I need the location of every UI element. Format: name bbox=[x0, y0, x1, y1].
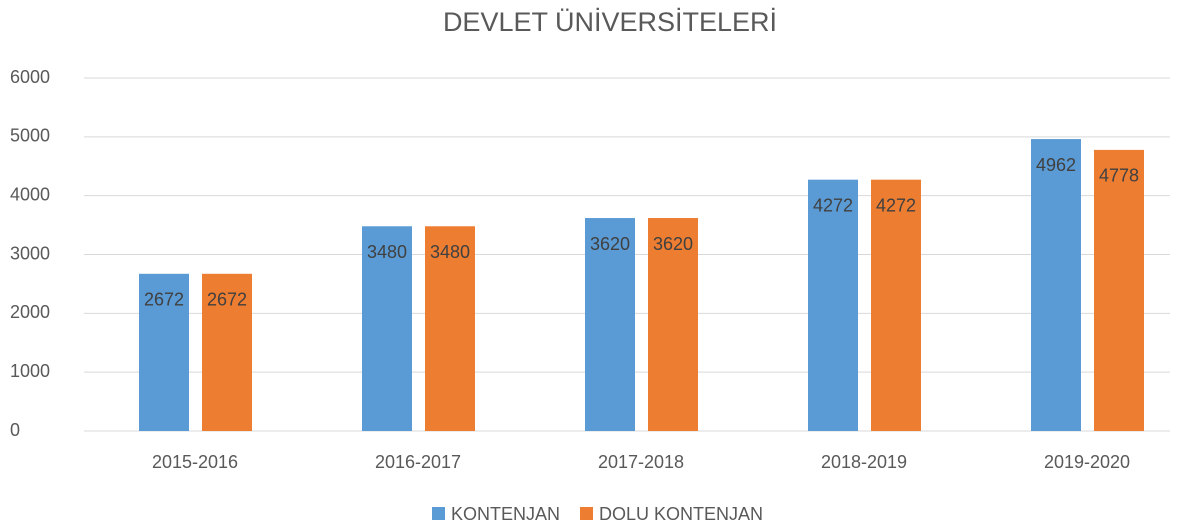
bar bbox=[1094, 149, 1144, 431]
y-tick-label: 0 bbox=[10, 420, 20, 440]
legend-swatch bbox=[432, 507, 445, 520]
bar bbox=[808, 179, 858, 431]
x-tick-label: 2015-2016 bbox=[152, 452, 238, 472]
y-tick-label: 6000 bbox=[10, 67, 50, 87]
value-label: 4778 bbox=[1099, 166, 1139, 186]
value-label: 2672 bbox=[207, 290, 247, 310]
value-label: 3620 bbox=[653, 234, 693, 254]
chart-title: DEVLET ÜNİVERSİTELERİ bbox=[443, 6, 777, 37]
bar bbox=[362, 226, 412, 431]
value-label: 2672 bbox=[144, 290, 184, 310]
bar bbox=[648, 218, 698, 431]
y-tick-label: 2000 bbox=[10, 302, 50, 322]
y-tick-label: 4000 bbox=[10, 184, 50, 204]
y-tick-label: 1000 bbox=[10, 361, 50, 381]
value-label: 4272 bbox=[876, 195, 916, 215]
x-tick-label: 2019-2020 bbox=[1044, 452, 1130, 472]
legend-label: DOLU KONTENJAN bbox=[599, 504, 763, 524]
value-label: 3480 bbox=[430, 242, 470, 262]
legend-label: KONTENJAN bbox=[451, 504, 560, 524]
bar bbox=[202, 273, 252, 431]
y-tick-label: 3000 bbox=[10, 243, 50, 263]
legend-swatch bbox=[580, 507, 593, 520]
bar bbox=[425, 226, 475, 431]
value-label: 4962 bbox=[1036, 155, 1076, 175]
x-tick-label: 2017-2018 bbox=[598, 452, 684, 472]
bar bbox=[1031, 139, 1081, 431]
bar bbox=[585, 218, 635, 431]
bar bbox=[139, 273, 189, 431]
x-tick-label: 2018-2019 bbox=[821, 452, 907, 472]
value-label: 4272 bbox=[813, 195, 853, 215]
value-label: 3620 bbox=[590, 234, 630, 254]
x-tick-label: 2016-2017 bbox=[375, 452, 461, 472]
y-tick-label: 5000 bbox=[10, 126, 50, 146]
value-label: 3480 bbox=[367, 242, 407, 262]
bar bbox=[871, 179, 921, 431]
